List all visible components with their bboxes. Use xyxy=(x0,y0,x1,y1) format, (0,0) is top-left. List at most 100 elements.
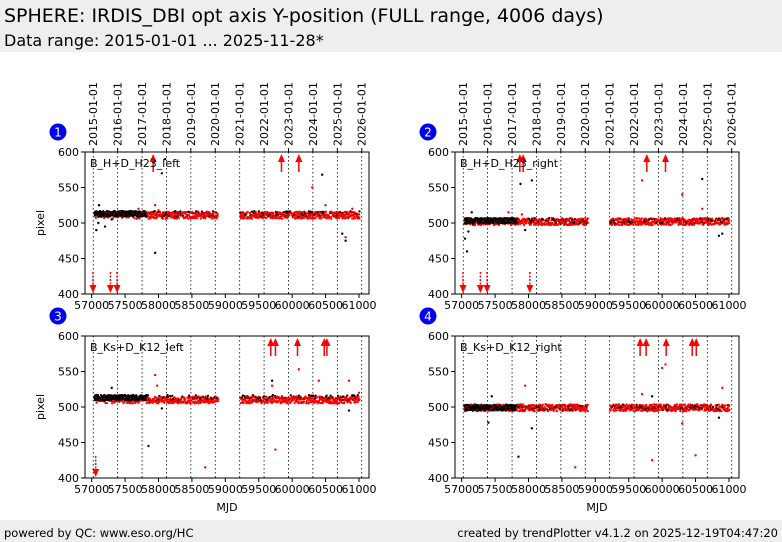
arrow-head xyxy=(459,285,467,293)
data-point-red xyxy=(270,398,273,401)
data-point-black xyxy=(268,396,272,399)
top-date-label: 2025-01-01 xyxy=(701,82,714,146)
data-point-red xyxy=(357,395,360,398)
top-date-label: 2022-01-01 xyxy=(628,82,641,146)
data-point-red xyxy=(306,212,309,215)
outlier-red xyxy=(157,209,160,212)
y-tick-label: 400 xyxy=(428,288,449,301)
data-point-black xyxy=(655,221,658,224)
data-point-red xyxy=(688,223,691,226)
x-tick-label: 59000 xyxy=(208,483,243,496)
arrow-head xyxy=(526,285,534,293)
data-point-red xyxy=(216,214,219,218)
data-point-black xyxy=(627,219,630,222)
data-point-red xyxy=(521,408,524,411)
data-point-red xyxy=(118,400,121,404)
outlier-black xyxy=(97,204,101,207)
data-point-red xyxy=(609,409,612,412)
data-point-red xyxy=(158,401,161,404)
out-of-range-down-arrow xyxy=(483,272,491,293)
data-point-red xyxy=(296,210,299,213)
outlier-red xyxy=(507,211,510,214)
data-point-red xyxy=(637,223,640,227)
arrow-head xyxy=(89,285,97,293)
outlier-black xyxy=(467,230,470,233)
top-date-label: 2024-01-01 xyxy=(307,82,320,146)
outlier-black xyxy=(530,179,534,182)
data-point-red xyxy=(662,219,665,223)
data-point-red xyxy=(254,210,258,213)
data-point-red xyxy=(531,404,535,407)
data-point-black xyxy=(312,394,315,397)
data-point-black xyxy=(192,212,195,215)
data-point-red xyxy=(728,219,731,222)
data-point-red xyxy=(271,217,274,220)
data-point-red xyxy=(624,406,627,410)
data-point-red xyxy=(348,399,351,402)
data-point-red xyxy=(123,401,126,404)
x-tick-label: 59000 xyxy=(208,299,243,312)
data-point-red xyxy=(671,222,674,225)
header-bar: SPHERE: IRDIS_DBI opt axis Y-position (F… xyxy=(0,0,782,52)
data-point-red xyxy=(206,210,210,213)
data-point-red xyxy=(619,409,622,412)
data-points xyxy=(463,177,731,253)
data-point-black xyxy=(134,214,137,217)
data-point-red xyxy=(628,217,631,220)
outlier-black xyxy=(463,237,467,240)
data-point-red xyxy=(170,214,174,217)
x-tick-label: 57000 xyxy=(444,299,479,312)
data-point-red xyxy=(277,214,280,217)
trend-plots: B_H+D_H23_left40045050055060057000575005… xyxy=(34,82,746,514)
out-of-range-up-arrow xyxy=(643,154,651,172)
outlier-black xyxy=(160,172,164,175)
data-point-black xyxy=(358,210,361,213)
data-point-black xyxy=(336,394,340,398)
data-point-black xyxy=(211,210,215,213)
data-point-red xyxy=(582,217,585,220)
data-point-red xyxy=(684,409,687,412)
out-of-range-up-arrow xyxy=(293,338,301,356)
data-point-black xyxy=(241,394,244,397)
data-point-black xyxy=(700,221,704,224)
top-date-label: 2020-01-01 xyxy=(579,82,592,146)
arrow-head xyxy=(293,338,301,346)
outlier-red xyxy=(204,466,207,469)
data-point-red xyxy=(544,220,547,223)
data-point-black xyxy=(342,395,345,398)
data-point-black xyxy=(562,218,565,221)
data-point-black xyxy=(706,407,710,411)
x-tick-label: 58000 xyxy=(141,483,176,496)
out-of-range-down-arrow xyxy=(113,272,121,293)
x-tick-label: 58500 xyxy=(174,483,209,496)
outlier-black xyxy=(717,234,721,237)
data-point-red xyxy=(659,216,662,220)
data-point-red xyxy=(265,395,268,399)
outlier-black xyxy=(95,228,98,232)
data-point-red xyxy=(516,409,519,412)
panel-number-text: 1 xyxy=(54,126,62,140)
out-of-range-down-arrow xyxy=(526,272,534,293)
data-point-red xyxy=(266,401,269,405)
data-point-red xyxy=(179,397,183,401)
data-point-red xyxy=(613,410,616,413)
outlier-black xyxy=(465,250,469,253)
data-point-red xyxy=(640,217,643,220)
outlier-red xyxy=(311,186,314,189)
outlier-red xyxy=(153,373,157,377)
data-point-black xyxy=(166,395,169,398)
data-point-red xyxy=(701,217,704,220)
data-point-red xyxy=(610,223,614,227)
data-point-red xyxy=(262,399,265,402)
data-point-black xyxy=(206,394,210,397)
data-point-red xyxy=(294,213,297,216)
y-tick-label: 550 xyxy=(58,182,79,195)
data-point-black xyxy=(174,210,177,213)
x-tick-label: 61000 xyxy=(711,299,746,312)
data-point-red xyxy=(547,218,551,222)
panel-4: B_Ks+D_K12_right400450500550600570005750… xyxy=(419,307,746,514)
outlier-red xyxy=(351,207,354,210)
data-point-red xyxy=(246,210,249,213)
x-tick-label: 57500 xyxy=(108,299,143,312)
data-point-red xyxy=(665,223,668,226)
